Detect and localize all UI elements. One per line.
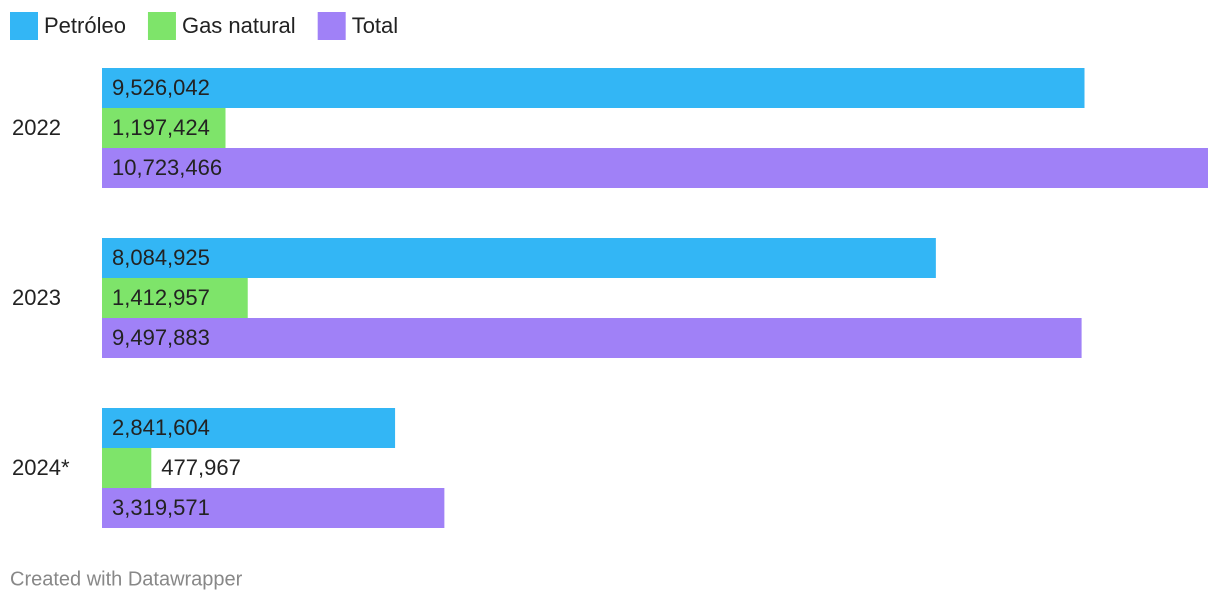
category-label: 2023 bbox=[12, 285, 61, 310]
bar bbox=[102, 318, 1082, 358]
category-label: 2022 bbox=[12, 115, 61, 140]
value-label: 1,412,957 bbox=[112, 285, 210, 310]
value-label: 477,967 bbox=[161, 455, 241, 480]
footer: Created with Datawrapper bbox=[10, 568, 243, 590]
value-label: 9,497,883 bbox=[112, 325, 210, 350]
legend-swatch bbox=[317, 12, 346, 40]
legend-label: Total bbox=[352, 13, 398, 38]
legend-swatch bbox=[10, 12, 38, 40]
category-label: 2024* bbox=[12, 455, 70, 480]
value-label: 8,084,925 bbox=[112, 245, 210, 270]
bar bbox=[102, 108, 226, 148]
bar bbox=[102, 238, 936, 278]
bar bbox=[102, 278, 248, 318]
value-label: 10,723,466 bbox=[112, 155, 222, 180]
value-label: 3,319,571 bbox=[112, 495, 210, 520]
value-label: 9,526,042 bbox=[112, 75, 210, 100]
bar bbox=[102, 448, 152, 488]
legend-swatch bbox=[147, 12, 176, 40]
bar bbox=[102, 488, 445, 528]
bar bbox=[102, 148, 1208, 188]
value-label: 2,841,604 bbox=[112, 415, 210, 440]
legend-label: Gas natural bbox=[182, 13, 296, 38]
bar bbox=[102, 68, 1085, 108]
bar bbox=[102, 408, 396, 448]
value-label: 1,197,424 bbox=[112, 115, 210, 140]
legend-label: Petróleo bbox=[44, 13, 126, 38]
